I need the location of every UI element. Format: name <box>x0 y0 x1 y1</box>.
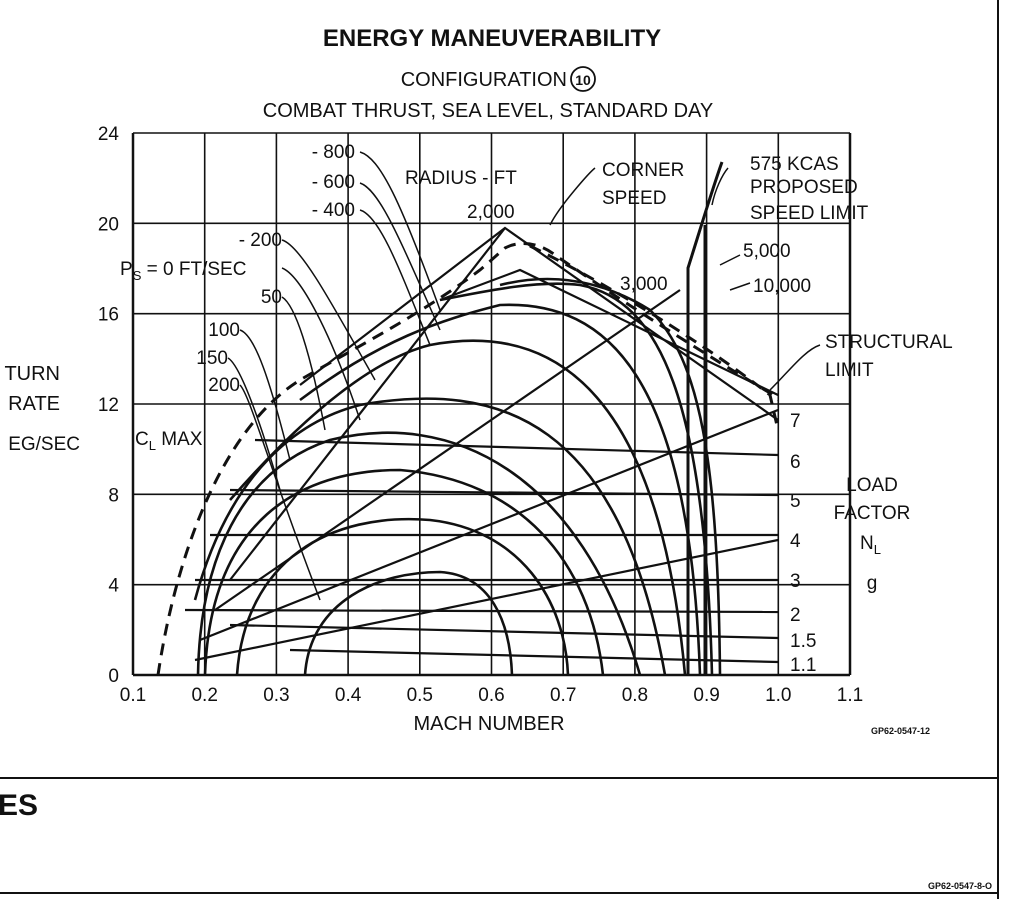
ps-contour-minus-200 <box>229 339 687 675</box>
corner-speed-label-2: SPEED <box>602 188 666 209</box>
x-tick-label: 0.3 <box>263 685 289 706</box>
y-axis-label-line-1: TURN <box>4 363 60 385</box>
ps-contour-0 <box>193 397 667 675</box>
load-factor-label: 4 <box>790 531 801 552</box>
ps-contour-50 <box>196 431 642 675</box>
load-factor-tick-labels: 7 6 5 4 3 2 1.5 1.1 <box>790 411 816 676</box>
label-leaders <box>227 151 821 601</box>
radius-label-2000: 2,000 <box>467 202 515 223</box>
load-factor-line-1-5 <box>229 623 779 640</box>
y-axis-label-line-3: EG/SEC <box>8 434 80 455</box>
load-factor-line-5 <box>229 488 779 497</box>
x-tick-label: 0.6 <box>478 685 504 706</box>
radius-line-2000 <box>229 227 506 581</box>
cl-max-boundary-curve <box>156 242 779 675</box>
ps-contour-minus-400 <box>299 303 702 675</box>
y-tick-label: 4 <box>108 576 119 597</box>
x-tick-label: 0.9 <box>693 685 719 706</box>
x-tick-label: 0.7 <box>550 685 576 706</box>
ps-label-150: 150 <box>196 348 228 369</box>
y-tick-label: 20 <box>98 214 119 235</box>
x-tick-label: 0.1 <box>120 685 146 706</box>
speed-limit-label-3: SPEED LIMIT <box>750 203 869 224</box>
ps-label-200: 200 <box>208 375 240 396</box>
corner-speed-line <box>686 161 724 675</box>
footer-code: GP62-0547-8-O <box>928 881 992 891</box>
radius-line-10000 <box>194 538 779 662</box>
load-factor-label: 7 <box>790 411 801 432</box>
cl-max-label: CL MAX <box>135 429 203 453</box>
corner-speed-label-1: CORNER <box>602 160 684 181</box>
ps-contour-200 <box>303 570 514 675</box>
load-factor-label: 5 <box>790 491 801 512</box>
x-tick-label: 1.1 <box>837 685 863 706</box>
y-tick-label: 16 <box>98 305 119 326</box>
curve-layer <box>156 161 780 675</box>
load-factor-label: 1.5 <box>790 631 816 652</box>
ps-label-50: 50 <box>261 287 282 308</box>
radius-title: RADIUS - FT <box>405 168 517 189</box>
structural-limit-label-2: LIMIT <box>825 360 874 381</box>
radius-line-3000 <box>214 289 681 611</box>
configuration-circle <box>570 66 596 92</box>
speed-limit-label-2: PROPOSED <box>750 177 858 198</box>
radius-label-10000: 10,000 <box>753 276 811 297</box>
ps-label-minus-600: - 600 <box>312 172 355 193</box>
y-tick-label: 24 <box>98 124 120 145</box>
x-axis-label: MACH NUMBER <box>413 713 564 735</box>
x-tick-label: 0.4 <box>335 685 362 706</box>
load-factor-line-1-1 <box>289 648 779 664</box>
structural-limit-line <box>439 268 779 396</box>
radius-label-3000: 3,000 <box>620 274 668 295</box>
load-factor-line-7 <box>299 226 779 421</box>
load-factor-label: 6 <box>790 452 801 473</box>
x-tick-label: 0.2 <box>191 685 217 706</box>
ps-contour-100 <box>203 468 605 675</box>
ps-zero-label: PS = 0 FT/SEC <box>120 259 246 283</box>
y-tick-label: 8 <box>108 485 119 506</box>
structural-limit-label-1: STRUCTURAL <box>825 332 953 353</box>
figure-code: GP62-0547-12 <box>871 726 930 736</box>
x-tick-label: 0.5 <box>407 685 433 706</box>
load-factor-title-1: LOAD <box>846 475 898 496</box>
x-tick-label: 1.0 <box>765 685 791 706</box>
radius-label-5000: 5,000 <box>743 241 791 262</box>
load-factor-line-6 <box>254 438 779 457</box>
chart-title: ENERGY MANEUVERABILITY <box>323 25 661 52</box>
load-factor-title-2: FACTOR <box>834 503 911 524</box>
ps-label-minus-400: - 400 <box>312 200 355 221</box>
y-tick-labels: 0 4 8 12 16 20 24 <box>98 124 120 687</box>
y-axis-label-line-2: RATE <box>8 393 60 415</box>
load-factor-label: 3 <box>790 571 801 592</box>
y-tick-label: 12 <box>98 395 119 416</box>
section-heading: ES <box>0 789 38 822</box>
ps-contour-150 <box>235 517 570 675</box>
ps-contour-minus-600 <box>439 282 714 675</box>
x-tick-labels: 0.1 0.2 0.3 0.4 0.5 0.6 0.7 0.8 0.9 1.0 1.1 <box>120 685 863 706</box>
configuration-number: 10 <box>575 72 591 88</box>
load-factor-line-2 <box>184 608 779 614</box>
ps-contour-minus-800 <box>499 277 722 675</box>
ps-label-minus-200: - 200 <box>239 230 282 251</box>
chart-subtitle-configuration: CONFIGURATION <box>401 69 567 91</box>
load-factor-label: 2 <box>790 605 801 626</box>
x-tick-label: 0.8 <box>622 685 648 706</box>
y-tick-label: 0 <box>108 666 119 687</box>
load-factor-label: 1.1 <box>790 655 816 676</box>
ps-label-100: 100 <box>208 320 240 341</box>
chart-subtitle-conditions: COMBAT THRUST, SEA LEVEL, STANDARD DAY <box>263 100 713 122</box>
ps-label-minus-800: - 800 <box>312 142 355 163</box>
load-factor-symbol: NL <box>860 533 881 557</box>
radius-line-5000 <box>199 408 779 642</box>
speed-limit-label-1: 575 KCAS <box>750 154 839 175</box>
load-factor-unit: g <box>867 573 878 594</box>
